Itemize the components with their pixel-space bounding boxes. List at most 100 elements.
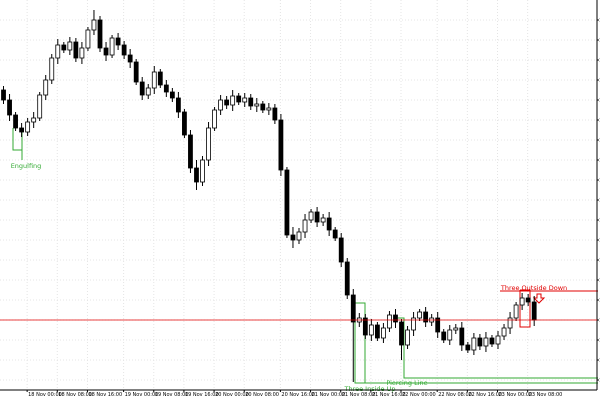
candle-body bbox=[332, 229, 338, 239]
candle-body bbox=[314, 211, 320, 223]
candle-body bbox=[61, 44, 67, 51]
candle-body bbox=[254, 103, 260, 107]
candle-body bbox=[477, 337, 483, 347]
candle-body bbox=[200, 159, 205, 183]
candle-body bbox=[19, 127, 25, 133]
engulfing-bracket bbox=[12, 128, 23, 151]
candle-body bbox=[381, 327, 386, 339]
candle-body bbox=[423, 311, 429, 323]
candle-body bbox=[188, 134, 193, 169]
x-tick-label: 20 Nov 08:00 bbox=[245, 392, 279, 398]
candle-body bbox=[519, 297, 525, 306]
annotation: Engulfing bbox=[11, 162, 42, 170]
candle-body bbox=[242, 97, 248, 103]
candle-body bbox=[453, 327, 459, 331]
candle-body bbox=[139, 81, 145, 96]
candle-body bbox=[121, 44, 127, 56]
x-tick-label: 22 Nov 08:00 bbox=[438, 392, 472, 398]
candle-body bbox=[169, 91, 175, 99]
candle-body bbox=[405, 329, 410, 346]
x-tick-label: 18 Nov 00:00 bbox=[28, 392, 62, 398]
candle-body bbox=[278, 119, 284, 171]
annotation: Three Outside Down bbox=[500, 284, 567, 292]
piercing-line-marker bbox=[398, 317, 598, 379]
x-tick-label: 20 Nov 16:00 bbox=[281, 392, 315, 398]
candle-body bbox=[272, 107, 278, 121]
candle-body bbox=[308, 211, 314, 221]
candle-body bbox=[411, 317, 416, 331]
candle-body bbox=[350, 294, 356, 323]
candles bbox=[1, 10, 537, 382]
candle-body bbox=[465, 344, 471, 351]
x-tick-label: 22 Nov 00:00 bbox=[402, 392, 436, 398]
candle-body bbox=[182, 111, 187, 136]
x-tick-label: 23 Nov 00:00 bbox=[499, 392, 533, 398]
candle-body bbox=[387, 314, 392, 329]
candle-body bbox=[326, 217, 332, 231]
candle-body bbox=[459, 327, 465, 346]
candle-body bbox=[85, 29, 91, 49]
candle-body bbox=[513, 304, 519, 319]
candle-body bbox=[127, 54, 133, 63]
x-tick-label: 21 Nov 16:00 bbox=[372, 392, 406, 398]
candle-body bbox=[260, 103, 266, 111]
candle-body bbox=[320, 217, 326, 223]
candle-body bbox=[157, 71, 163, 86]
grid bbox=[0, 0, 597, 390]
x-tick-label: 21 Nov 00:00 bbox=[312, 392, 346, 398]
annotation: Piercing Line bbox=[386, 379, 427, 387]
candle-body bbox=[236, 95, 242, 103]
candle-body bbox=[218, 99, 224, 111]
candle-body bbox=[145, 87, 151, 96]
x-tick-label: 23 Nov 08:00 bbox=[529, 392, 563, 398]
candle-body bbox=[393, 314, 398, 323]
candle-body bbox=[55, 44, 61, 59]
candle-body bbox=[206, 127, 211, 161]
candle-body bbox=[133, 61, 139, 83]
candle-body bbox=[163, 84, 169, 93]
candle-body bbox=[362, 317, 368, 336]
x-tick-label: 21 Nov 08:00 bbox=[342, 392, 376, 398]
candle-body bbox=[501, 327, 507, 337]
candle-body bbox=[447, 329, 453, 341]
candle-body bbox=[212, 109, 217, 129]
candle-body bbox=[284, 169, 290, 236]
annotation: Three Inside Up bbox=[344, 385, 396, 393]
candle-body bbox=[91, 19, 97, 31]
x-tick-label: 22 Nov 16:00 bbox=[468, 392, 502, 398]
x-tick-label: 19 Nov 16:00 bbox=[185, 392, 219, 398]
candle-body bbox=[441, 331, 447, 341]
pattern-shapes bbox=[12, 128, 598, 384]
x-tick-label: 19 Nov 00:00 bbox=[125, 392, 159, 398]
candle-body bbox=[296, 231, 302, 241]
candle-body bbox=[115, 37, 121, 46]
candle-body bbox=[151, 71, 157, 89]
candle-body bbox=[471, 337, 477, 351]
candle-body bbox=[230, 95, 236, 106]
candle-body bbox=[531, 301, 537, 321]
candle-body bbox=[525, 297, 531, 303]
candle-body bbox=[399, 321, 404, 346]
candle-body bbox=[224, 99, 230, 106]
candle-body bbox=[49, 57, 55, 81]
candle-body bbox=[31, 117, 37, 123]
down-arrow bbox=[532, 293, 546, 304]
candle-body bbox=[248, 97, 254, 107]
candle-body bbox=[489, 337, 495, 345]
candle-body bbox=[266, 107, 272, 111]
candle-body bbox=[1, 89, 6, 101]
three-outside-down-box bbox=[519, 289, 531, 328]
candle-body bbox=[507, 317, 513, 329]
candle-body bbox=[13, 114, 18, 129]
candle-body bbox=[25, 121, 31, 133]
candle-body bbox=[374, 324, 380, 339]
candle-body bbox=[290, 234, 296, 241]
x-tick-label: 20 Nov 00:00 bbox=[215, 392, 249, 398]
candle-body bbox=[103, 47, 109, 56]
candle-body bbox=[97, 19, 103, 49]
candle-body bbox=[338, 237, 344, 263]
candle-body bbox=[495, 335, 501, 345]
candle-body bbox=[7, 99, 12, 116]
